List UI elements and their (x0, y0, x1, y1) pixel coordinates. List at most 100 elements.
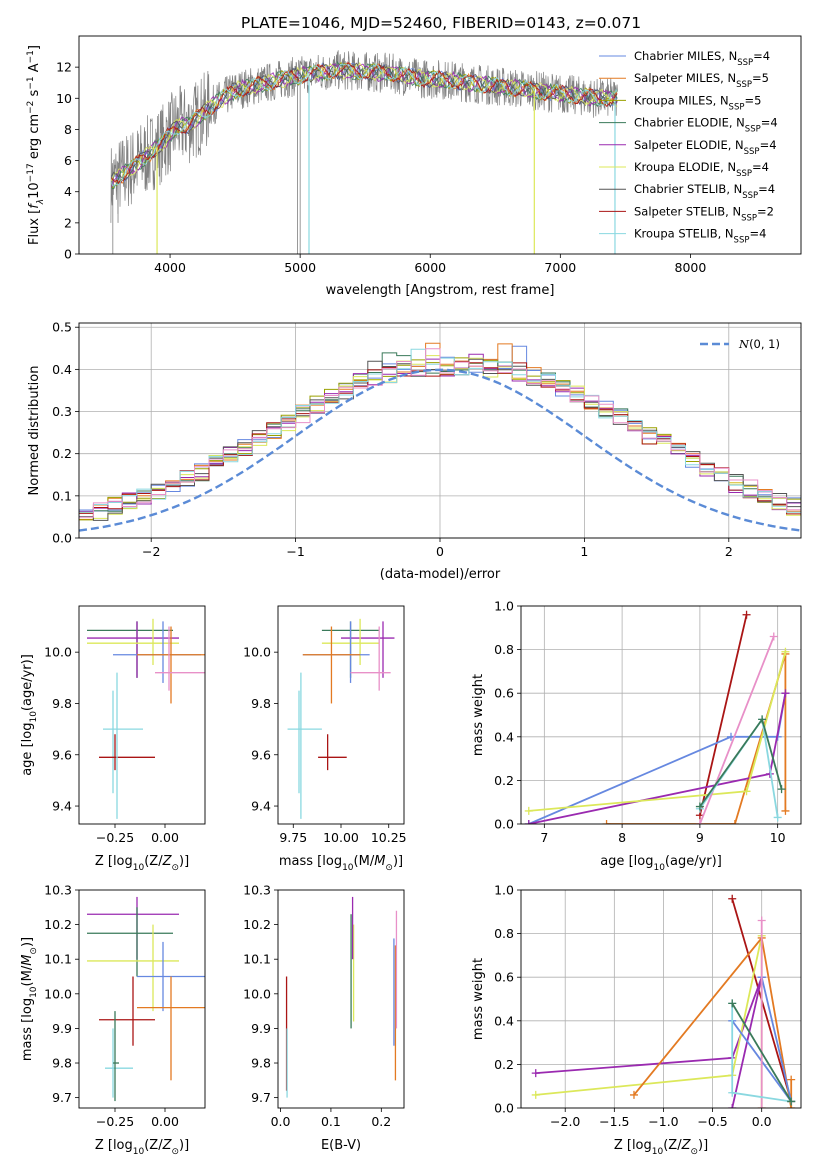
y-tick-label: 0.2 (494, 773, 514, 788)
label-part: (age/yr)] (665, 854, 722, 869)
label-part: (age/yr)] (20, 654, 35, 711)
label-part: log (20, 723, 35, 743)
histogram-series (79, 348, 801, 523)
legend-label-sub: SSP (736, 80, 752, 90)
y-tick-label: 0.0 (494, 1101, 514, 1116)
x-tick-label: 0.1 (321, 1114, 341, 1129)
y-tick-label: 10.2 (44, 917, 72, 932)
y-tick-label: 9.7 (52, 1090, 72, 1105)
axes-frame (78, 322, 802, 539)
y-tick-label: 0.2 (52, 446, 72, 461)
model-spectrum (111, 62, 618, 187)
y-tick-label: 0.8 (494, 642, 514, 657)
legend-label-main: Kroupa STELIB, N (634, 227, 734, 241)
x-tick-label: −1.0 (648, 1114, 678, 1129)
label-part: s (27, 89, 42, 100)
y-axis-label: Normed distribution (27, 366, 42, 496)
label-part: (Z/ (144, 854, 163, 869)
label-sub: 10 (342, 863, 354, 873)
legend-label-suffix: =5 (752, 71, 769, 85)
weight-marker (524, 820, 533, 824)
weight-series (535, 976, 763, 1108)
label-part: )] (179, 854, 189, 869)
label-part: log (322, 854, 342, 869)
x-tick-label: 10.25 (371, 830, 407, 845)
label-part: −2 (26, 101, 36, 114)
weight-marker (728, 999, 737, 1008)
legend-label-suffix: =4 (758, 182, 775, 196)
weight-marker (769, 632, 778, 641)
x-tick-label: 6000 (414, 260, 446, 275)
y-tick-label: 10.0 (243, 986, 271, 1001)
x-tick-label: 0.0 (271, 1114, 291, 1129)
panel-mass_vs_EBV: 0.0 0.1 0.2 9.7 9.8 9.9 10.0 10.1 10.2 10.3 E(B-V) (243, 883, 405, 1153)
label-sub: 10 (133, 863, 145, 873)
legend-label-main: Kroupa MILES, N (634, 93, 729, 107)
legend-label-suffix: =4 (749, 227, 766, 241)
weight-marker (773, 813, 782, 822)
label-part: M (20, 955, 35, 966)
y-tick-label: 9.9 (251, 1021, 271, 1036)
label-part: Z [ (95, 854, 113, 869)
model-spectrum (111, 62, 618, 182)
y-axis-label: Flux [fλ10−17 erg cm−2 s−1 A−1] (26, 45, 46, 245)
y-tick-label: 9.8 (52, 1056, 72, 1071)
x-tick-label: 10.00 (323, 830, 359, 845)
label-sub: 10 (133, 1147, 145, 1157)
weight-series (535, 935, 763, 1108)
legend-label-suffix: =5 (744, 93, 761, 107)
label-part: mass [ (279, 854, 322, 869)
y-tick-label: 6 (64, 153, 72, 168)
x-tick-label: −0.25 (96, 1114, 134, 1129)
y-tick-label: 10.0 (44, 645, 72, 660)
model-spectrum (111, 61, 618, 190)
label-part: Z (162, 854, 173, 869)
y-tick-label: 0.0 (52, 531, 72, 546)
label-part: (Z/ (144, 1138, 163, 1153)
y-tick-label: 9.8 (52, 696, 72, 711)
label-part: (M/ (354, 854, 375, 869)
label-part: Z [ (95, 1138, 113, 1153)
legend-label-main: Salpeter ELODIE, N (634, 138, 744, 152)
plot-area (87, 618, 205, 819)
x-tick-label: 0 (436, 544, 444, 559)
x-tick-label: 0.2 (371, 1114, 391, 1129)
legend-label-suffix: =4 (753, 49, 770, 63)
label-part: Flux [ (27, 209, 42, 245)
y-tick-label: 0.4 (52, 362, 72, 377)
legend-label-sub: SSP (742, 191, 758, 201)
x-tick-label: 1 (580, 544, 588, 559)
label-sub: ⊙ (171, 1147, 179, 1157)
label-part: age [ (600, 854, 633, 869)
y-tick-label: 0.2 (494, 1057, 514, 1072)
label-sub: 10 (652, 1147, 664, 1157)
panel-age_vs_mass: 9.75 10.00 10.25 9.4 9.6 9.8 10.0 mass [log10(M… (243, 605, 407, 873)
weight-marker (531, 1090, 540, 1099)
y-tick-label: 1.0 (494, 599, 514, 614)
legend-label-main: Kroupa ELODIE, N (634, 160, 736, 174)
legend-label-main: N (738, 337, 750, 351)
y-tick-label: 10.0 (243, 645, 271, 660)
legend-label: Salpeter STELIB, NSSP=2 (634, 204, 774, 223)
weight-marker (602, 820, 611, 824)
y-tick-label: 0 (64, 247, 72, 262)
normal-curve (79, 368, 801, 532)
label-part: (Z/ (663, 1138, 682, 1153)
x-tick-label: −1.5 (599, 1114, 629, 1129)
y-tick-label: 10.1 (44, 952, 72, 967)
weight-marker (730, 820, 739, 824)
y-tick-label: 0.4 (494, 1013, 514, 1028)
x-tick-label: 0.00 (151, 830, 179, 845)
legend-label-sub: SSP (741, 213, 757, 223)
label-part: Z (681, 1138, 692, 1153)
legend-label-suffix: =4 (760, 138, 777, 152)
y-tick-label: 0.1 (52, 488, 72, 503)
weight-marker (787, 1097, 796, 1106)
x-tick-label: −2 (142, 544, 160, 559)
weight-marker (757, 916, 766, 925)
y-tick-label: 1.0 (494, 883, 514, 898)
y-tick-label: 10.3 (243, 883, 271, 898)
legend-label: Kroupa MILES, NSSP=5 (634, 93, 761, 112)
y-axis-label: mass weight (471, 674, 486, 756)
x-axis-label: wavelength [Angstrom, rest frame] (326, 283, 555, 298)
